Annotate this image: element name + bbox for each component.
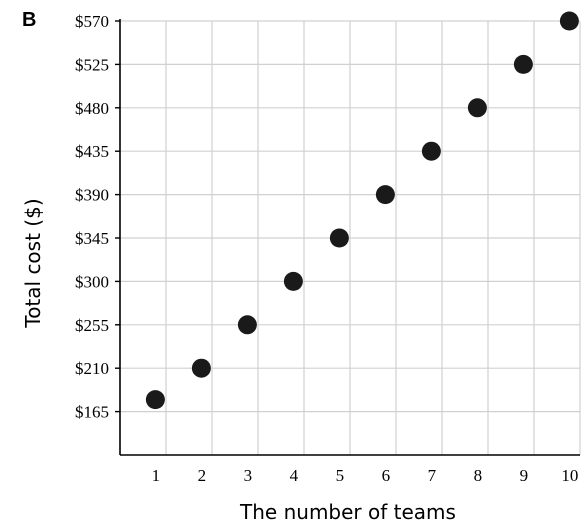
x-tick-label: 9 (520, 466, 529, 485)
axes (115, 19, 580, 456)
y-tick-label: $300 (75, 272, 109, 291)
data-point (421, 141, 441, 161)
data-point (375, 185, 395, 205)
x-tick-label: 10 (561, 466, 578, 485)
x-tick-label: 7 (428, 466, 437, 485)
data-point (191, 358, 211, 378)
x-tick-label: 2 (198, 466, 207, 485)
x-tick-label: 1 (152, 466, 161, 485)
grid (120, 20, 581, 455)
y-axis-label: Total cost ($) (21, 198, 45, 328)
y-tick-label: $390 (75, 186, 109, 205)
x-tick-label: 5 (336, 466, 345, 485)
x-tick-label: 3 (244, 466, 253, 485)
y-tick-label: $480 (75, 99, 109, 118)
data-point (513, 54, 533, 74)
y-tick-label: $165 (75, 403, 109, 422)
x-tick-label: 6 (382, 466, 391, 485)
x-tick-label: 4 (290, 466, 299, 485)
y-tick-label: $570 (75, 12, 109, 31)
data-point (283, 271, 303, 291)
data-point (467, 98, 487, 118)
y-tick-label: $525 (75, 55, 109, 74)
data-points (145, 11, 579, 410)
data-point (237, 315, 257, 335)
data-point (329, 228, 349, 248)
x-axis-label: The number of teams (239, 500, 456, 524)
y-tick-label: $435 (75, 142, 109, 161)
data-point (559, 11, 579, 31)
y-tick-label: $210 (75, 359, 109, 378)
tick-labels: $165 $210 $255 $300 $345 $390 $435 $480 $525 $570… (75, 12, 578, 485)
panel-label: B (22, 9, 36, 31)
data-point (145, 390, 165, 410)
y-tick-label: $345 (75, 229, 109, 248)
y-tick-label: $255 (75, 316, 109, 335)
x-tick-label: 8 (474, 466, 483, 485)
